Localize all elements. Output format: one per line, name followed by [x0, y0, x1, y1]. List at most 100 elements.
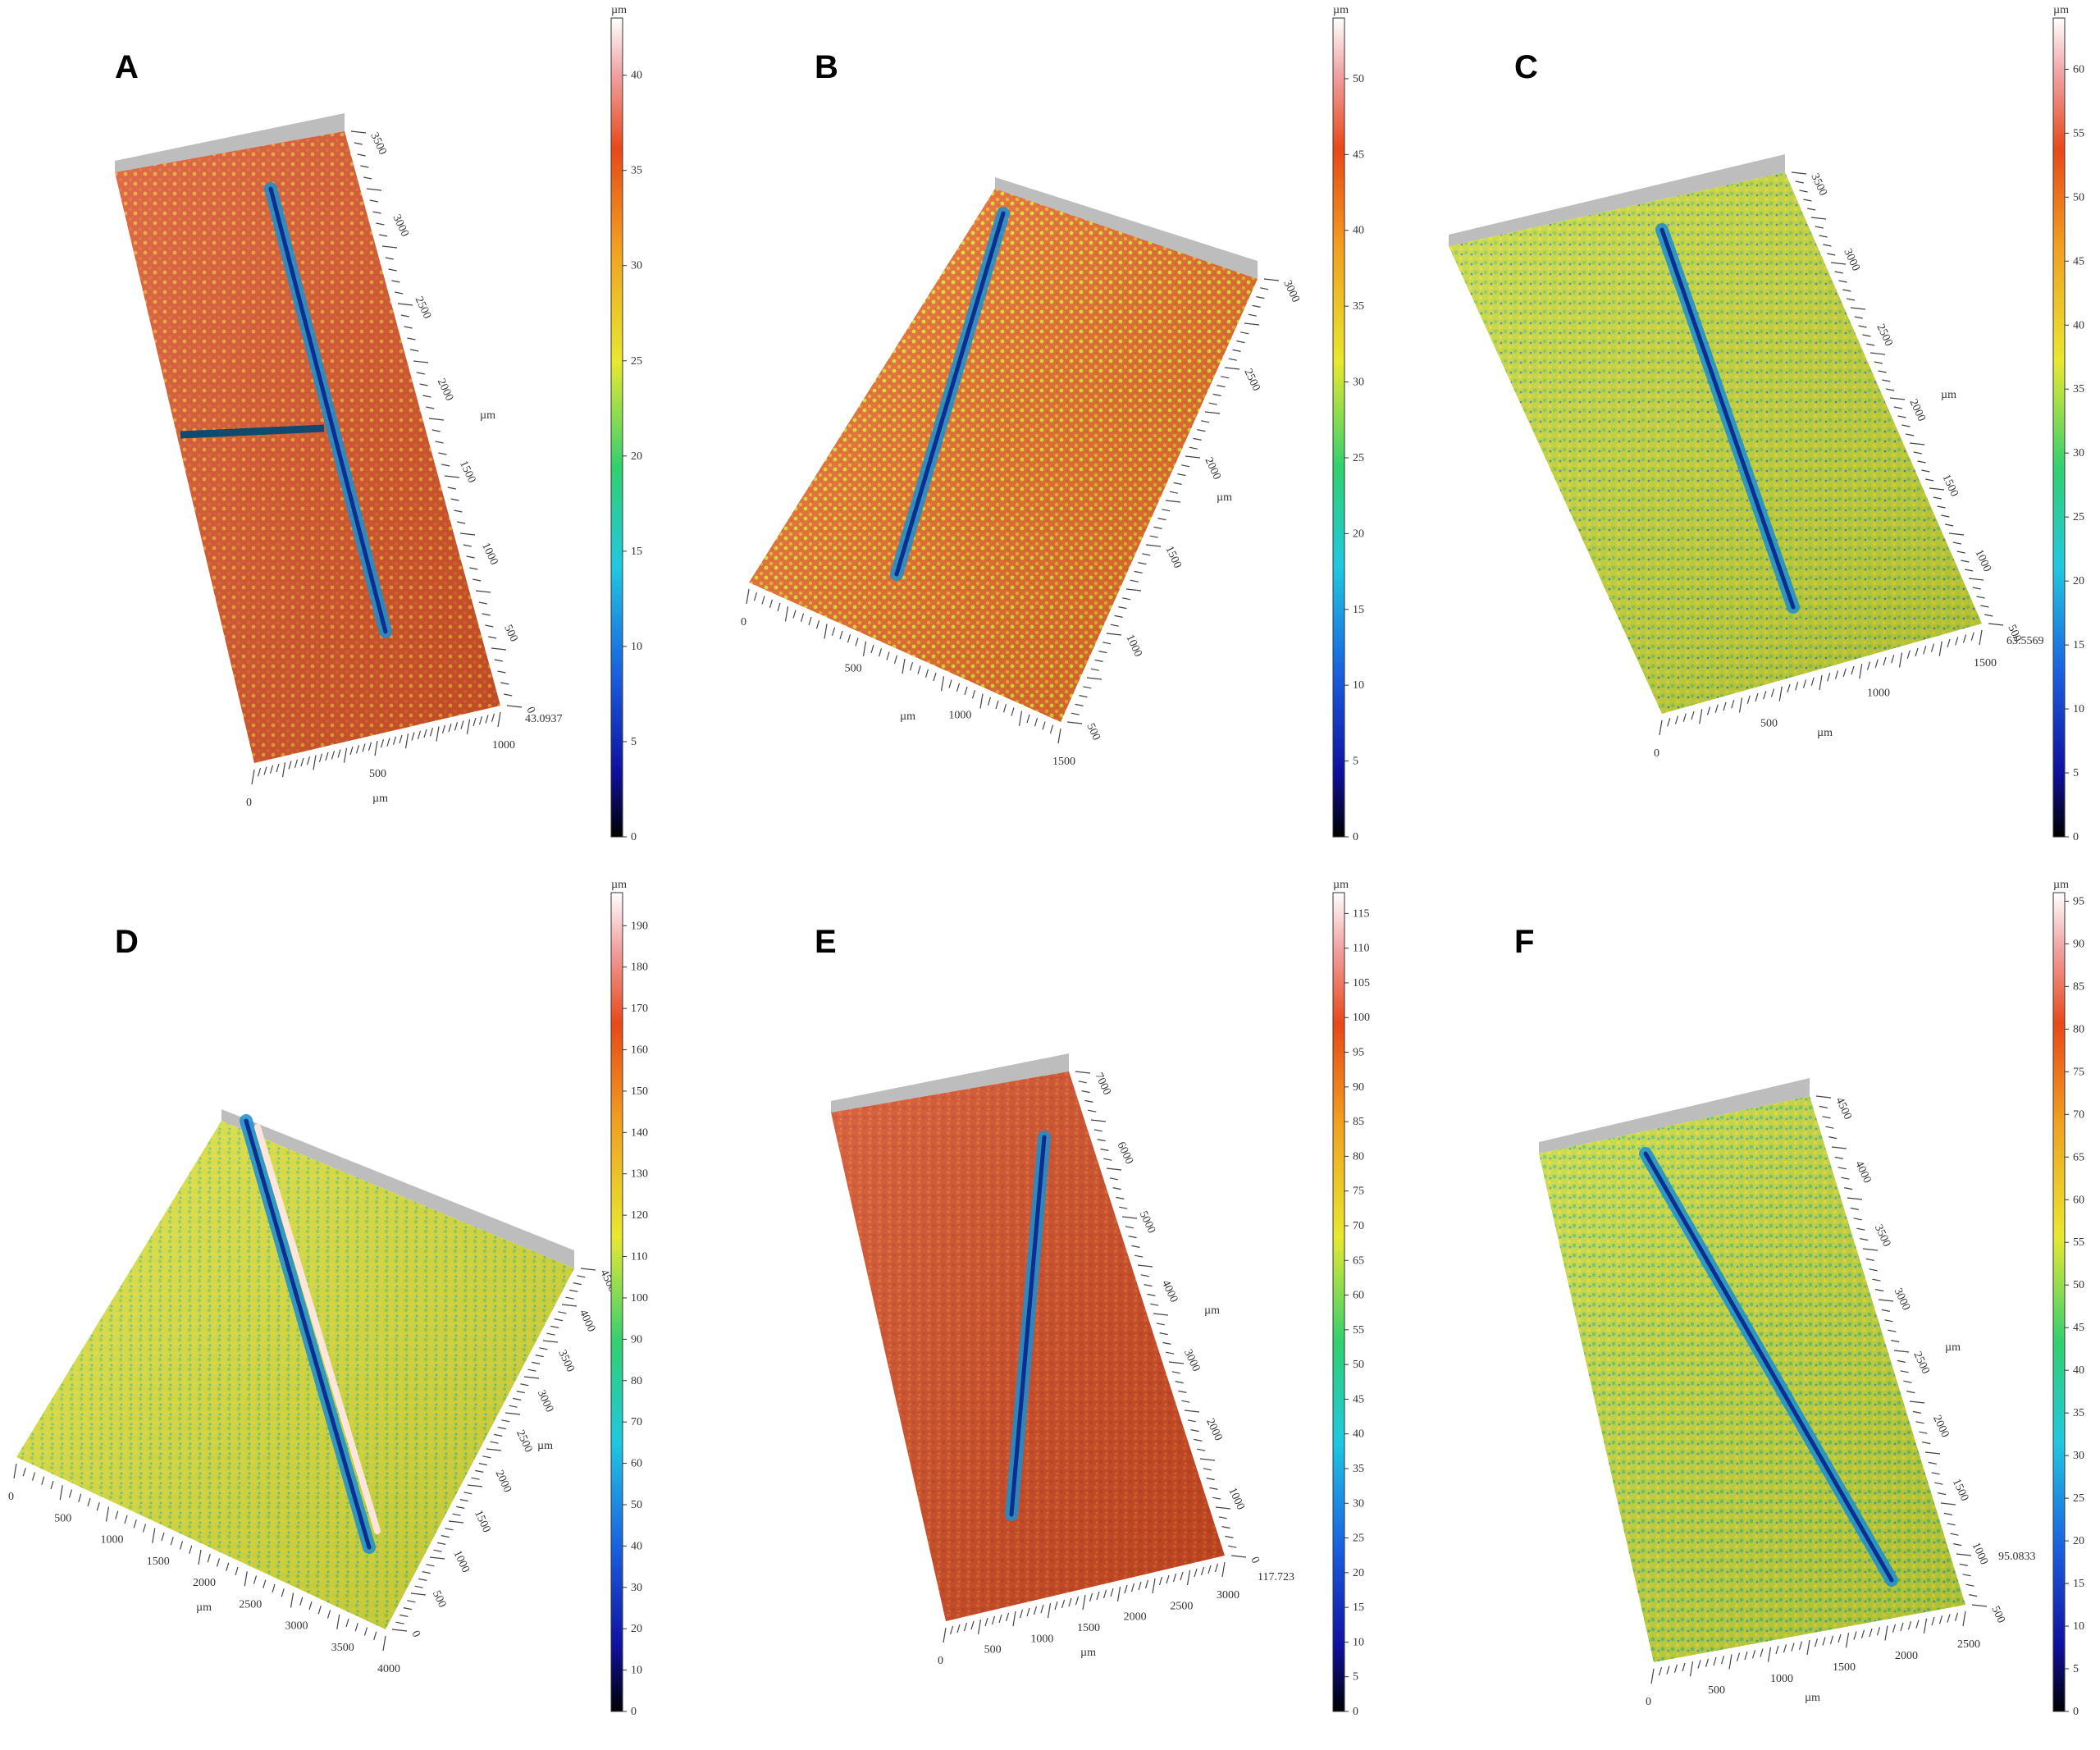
y-axis-tick — [475, 590, 491, 593]
scratch-groove-core — [894, 211, 1006, 577]
colour-scale-tick-label: 115 — [1353, 907, 1369, 920]
x-axis-tick — [1172, 1573, 1177, 1583]
y-axis-tick — [1147, 1293, 1156, 1296]
x-axis-tick — [1221, 1561, 1226, 1578]
z-max-label: 117.723 — [1258, 1571, 1294, 1583]
y-axis-tick — [376, 222, 385, 226]
x-axis-tick — [1697, 1660, 1701, 1669]
y-axis-tick — [1193, 437, 1202, 441]
y-axis-tick — [550, 1325, 559, 1328]
colour-scale-tick-label: 25 — [2073, 1492, 2084, 1505]
x-axis-tick — [294, 759, 299, 768]
x-axis-tick — [331, 751, 336, 760]
x-axis-unit: µm — [1805, 1692, 1820, 1704]
y-axis-tick — [539, 1347, 548, 1350]
x-axis-tick — [893, 655, 898, 664]
colour-scale-unit: µm — [2053, 879, 2069, 891]
colour-scale-tick-label: 0 — [2073, 1706, 2079, 1718]
colour-scale-tick-label: 40 — [2073, 319, 2084, 331]
x-axis-tick — [251, 769, 255, 785]
y-axis-tick — [1847, 298, 1856, 301]
x-axis-tick — [1760, 1648, 1764, 1657]
colour-scale-tick-label: 5 — [2073, 1663, 2079, 1675]
x-axis-tick — [1054, 1601, 1058, 1611]
y-axis-tick — [1181, 464, 1190, 468]
y-axis-tick — [1075, 703, 1084, 706]
panel-letter: F — [1514, 924, 1535, 960]
y-axis-tick — [1842, 289, 1851, 292]
y-axis-tick — [491, 647, 507, 651]
x-axis-tick — [1002, 704, 1007, 713]
colour-scale-bar — [1332, 17, 1345, 838]
y-axis-tick — [1847, 1197, 1863, 1200]
panel-letter: B — [815, 49, 838, 85]
x-axis-tick — [1096, 1591, 1100, 1601]
colour-scale-tick-label: 85 — [2073, 980, 2084, 993]
x-axis-tick — [362, 743, 366, 752]
y-axis-tick — [1110, 624, 1119, 627]
x-axis-tick — [1658, 1667, 1663, 1676]
x-axis-tick — [142, 1524, 147, 1533]
y-axis-tick — [1928, 1461, 1937, 1464]
y-axis-tick — [1109, 1177, 1118, 1181]
x-axis-tick — [485, 715, 489, 724]
x-axis-tick — [886, 651, 890, 660]
x-axis-unit: µm — [1817, 727, 1833, 739]
y-axis-tick — [1128, 1236, 1137, 1239]
y-axis-tick — [1169, 491, 1178, 494]
surface-back-wall — [995, 177, 1258, 279]
y-axis-tick-label: 2500 — [514, 1428, 534, 1455]
x-axis-tick — [1827, 673, 1831, 682]
x-axis-tick — [386, 738, 390, 747]
y-axis-tick — [1121, 1216, 1138, 1219]
y-axis-tick — [1858, 325, 1867, 328]
y-axis-tick — [429, 1556, 445, 1560]
y-axis-tick — [486, 1448, 502, 1451]
x-axis-tick — [1891, 655, 1895, 664]
y-axis-tick — [527, 1368, 536, 1372]
y-axis-tick-label: 3500 — [555, 1348, 576, 1374]
colour-scale-tick-label: 75 — [1353, 1186, 1364, 1198]
x-axis-tick — [1900, 1622, 1904, 1632]
y-axis-tick-label: 0 — [409, 1629, 422, 1639]
colour-scale-tick-label: 140 — [631, 1126, 648, 1139]
colour-scale-tick-label: 30 — [2073, 447, 2084, 459]
x-axis-tick — [1763, 691, 1767, 700]
y-axis-unit: µm — [480, 409, 495, 422]
x-axis-tick-label: 500 — [1760, 717, 1778, 729]
y-axis-tick-label: 500 — [501, 623, 519, 643]
x-axis-tick — [924, 669, 929, 678]
y-axis-tick — [1834, 271, 1843, 274]
surface-shading — [1539, 1096, 1965, 1662]
x-axis-tick — [862, 641, 867, 656]
x-axis-tick — [1838, 1633, 1842, 1643]
x-axis-tick — [253, 1575, 258, 1584]
y-axis-tick — [1929, 487, 1945, 491]
y-axis-tick-label: 1000 — [1970, 1541, 1990, 1567]
y-axis-tick — [419, 383, 428, 386]
x-axis-tick — [59, 1485, 63, 1501]
x-axis-tick — [1923, 1618, 1928, 1633]
y-axis-tick-label: 2500 — [1874, 322, 1894, 349]
y-axis-tick — [1240, 331, 1249, 335]
colour-scale-tick-label: 40 — [1353, 1428, 1364, 1441]
y-axis-tick — [1157, 518, 1166, 521]
x-axis-tick — [96, 1502, 100, 1511]
x-axis-tick — [374, 740, 378, 756]
y-axis-tick-label: 1000 — [1226, 1486, 1246, 1512]
colour-scale-tick-label: 20 — [631, 1623, 642, 1635]
x-axis-tick — [1898, 652, 1903, 668]
y-axis-tick — [509, 1405, 518, 1408]
x-axis-tick-label: 4000 — [377, 1663, 400, 1675]
x-axis-tick — [380, 739, 385, 748]
x-axis-tick — [41, 1476, 45, 1485]
surface-back-wall — [1449, 154, 1785, 246]
y-axis-tick — [1228, 358, 1237, 361]
y-axis-tick — [1828, 1136, 1838, 1140]
colour-scale-tick-label: 65 — [2073, 1151, 2084, 1163]
y-axis-tick — [1232, 349, 1241, 352]
x-axis-tick — [1723, 701, 1727, 711]
y-axis-tick — [1915, 1421, 1924, 1424]
y-axis-tick — [1221, 1526, 1230, 1529]
x-axis-tick — [1650, 1668, 1655, 1684]
